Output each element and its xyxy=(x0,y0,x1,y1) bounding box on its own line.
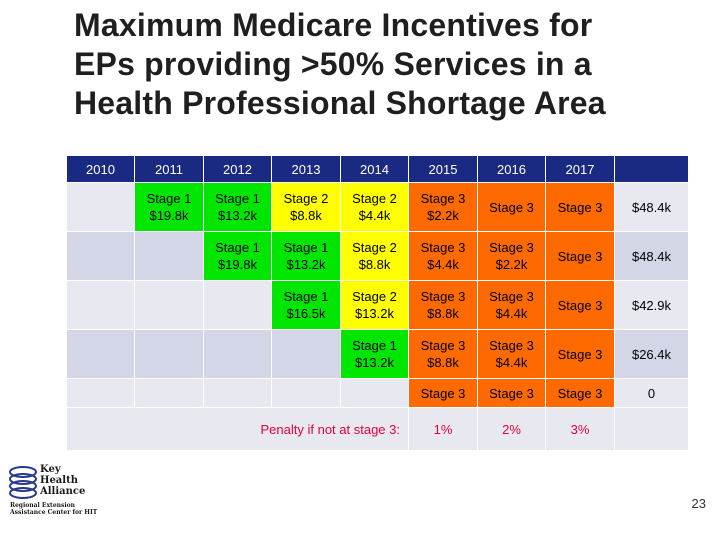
empty-cell xyxy=(134,280,204,330)
empty-cell xyxy=(203,329,272,379)
year-header: 2010 xyxy=(66,155,135,183)
penalty-row: Penalty if not at stage 3: 1% 2% 3% xyxy=(66,407,689,451)
table-cell: Stage 3 $8.8k xyxy=(408,329,478,379)
table-cell: Stage 1 $19.8k xyxy=(134,182,204,232)
penalty-value: 3% xyxy=(545,407,615,451)
table-cell: Stage 1 $19.8k xyxy=(203,231,272,281)
empty-cell xyxy=(66,378,135,408)
table-cell: Stage 3 $2.2k xyxy=(408,182,478,232)
title-line: EPs providing >50% Services in a xyxy=(74,46,592,82)
key-health-alliance-logo: Key Health Alliance Regional Extension A… xyxy=(8,462,118,522)
total-cell: $26.4k xyxy=(614,329,689,379)
table-row: Stage 3 Stage 3 Stage 3 0 xyxy=(66,378,689,408)
empty-cell xyxy=(134,329,204,379)
table-row: Stage 1 $16.5k Stage 2 $13.2k Stage 3 $8.8k… xyxy=(66,280,689,330)
empty-cell xyxy=(340,378,409,408)
table-cell: Stage 3 xyxy=(545,378,615,408)
total-header xyxy=(614,155,689,183)
table-cell: Stage 3 $8.8k xyxy=(408,280,478,330)
total-cell: 0 xyxy=(614,378,689,408)
table-cell: Stage 1 $13.2k xyxy=(203,182,272,232)
penalty-label: Penalty if not at stage 3: xyxy=(66,407,409,451)
table-cell: Stage 1 $16.5k xyxy=(271,280,341,330)
table-cell: Stage 3 $2.2k xyxy=(477,231,546,281)
page-number: 23 xyxy=(691,496,706,511)
empty-cell xyxy=(271,329,341,379)
empty-cell xyxy=(203,378,272,408)
empty-cell xyxy=(66,182,135,232)
empty-cell xyxy=(66,280,135,330)
year-header: 2013 xyxy=(271,155,341,183)
year-header: 2014 xyxy=(340,155,409,183)
year-header: 2012 xyxy=(203,155,272,183)
year-header: 2011 xyxy=(134,155,204,183)
logo-brand-text: Key Health Alliance xyxy=(40,464,86,497)
table-cell: Stage 1 $13.2k xyxy=(340,329,409,379)
table-cell: Stage 3 xyxy=(545,329,615,379)
table-cell: Stage 3 xyxy=(545,280,615,330)
table-cell: Stage 3 xyxy=(545,182,615,232)
incentive-table: 2010 2011 2012 2013 2014 2015 2016 2017 … xyxy=(66,155,689,451)
year-header: 2015 xyxy=(408,155,478,183)
empty-cell xyxy=(614,407,689,451)
penalty-value: 2% xyxy=(477,407,546,451)
empty-cell xyxy=(134,378,204,408)
total-cell: $48.4k xyxy=(614,182,689,232)
empty-cell xyxy=(203,280,272,330)
table-cell: Stage 3 xyxy=(545,231,615,281)
penalty-value: 1% xyxy=(408,407,478,451)
table-cell: Stage 3 xyxy=(477,182,546,232)
table-cell: Stage 2 $13.2k xyxy=(340,280,409,330)
table-cell: Stage 2 $4.4k xyxy=(340,182,409,232)
table-row: Stage 1 $19.8k Stage 1 $13.2k Stage 2 $8.8k… xyxy=(66,182,689,232)
total-cell: $48.4k xyxy=(614,231,689,281)
table-cell: Stage 3 $4.4k xyxy=(477,280,546,330)
table-row: Stage 1 $13.2k Stage 3 $8.8k Stage 3 $4.4k … xyxy=(66,329,689,379)
logo-subtitle: Regional Extension Assistance Center for… xyxy=(10,502,98,516)
table-cell: Stage 3 $4.4k xyxy=(477,329,546,379)
title-line: Maximum Medicare Incentives for xyxy=(74,7,593,43)
table-cell: Stage 3 xyxy=(408,378,478,408)
title-line: Health Professional Shortage Area xyxy=(74,85,606,121)
table-cell: Stage 2 $8.8k xyxy=(340,231,409,281)
rings-logo-icon xyxy=(9,466,37,499)
empty-cell xyxy=(66,329,135,379)
empty-cell xyxy=(134,231,204,281)
table-cell: Stage 3 xyxy=(477,378,546,408)
empty-cell xyxy=(66,231,135,281)
total-cell: $42.9k xyxy=(614,280,689,330)
year-header: 2016 xyxy=(477,155,546,183)
table-cell: Stage 2 $8.8k xyxy=(271,182,341,232)
empty-cell xyxy=(271,378,341,408)
table-row: Stage 1 $19.8k Stage 1 $13.2k Stage 2 $8.8k… xyxy=(66,231,689,281)
table-cell: Stage 1 $13.2k xyxy=(271,231,341,281)
year-header: 2017 xyxy=(545,155,615,183)
slide-title: Maximum Medicare Incentives for EPs prov… xyxy=(74,6,714,123)
table-cell: Stage 3 $4.4k xyxy=(408,231,478,281)
header-row: 2010 2011 2012 2013 2014 2015 2016 2017 xyxy=(66,155,689,183)
